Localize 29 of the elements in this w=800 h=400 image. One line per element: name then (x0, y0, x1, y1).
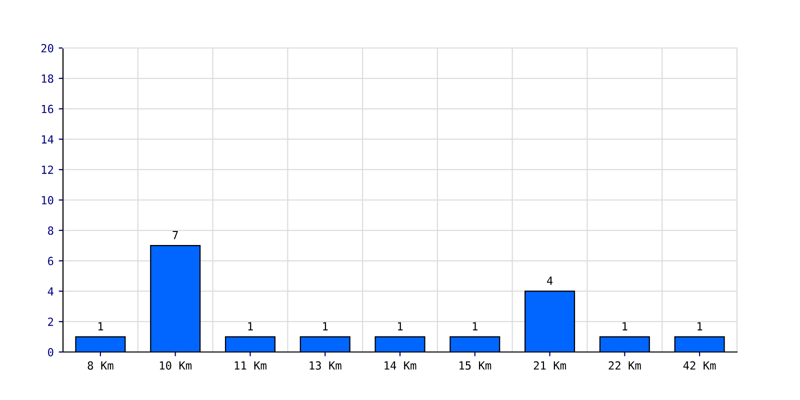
data-label: 1 (622, 322, 628, 330)
x-tick-label: 10 Km (160, 361, 192, 370)
x-tick-label: 13 Km (310, 361, 342, 370)
y-tick-label: 8 (48, 226, 54, 235)
y-tick-label: 10 (42, 196, 54, 204)
y-tick-label: 14 (42, 135, 54, 144)
x-tick-label: 15 Km (460, 361, 492, 370)
y-tick-label: 2 (48, 318, 54, 326)
y-tick-label: 12 (42, 166, 54, 174)
x-tick-label: 14 Km (384, 361, 416, 370)
x-tick-label: 42 Km (683, 361, 716, 370)
data-label: 7 (172, 231, 178, 240)
y-tick-label: 6 (48, 256, 54, 266)
y-tick-label: 20 (41, 44, 54, 52)
data-label: 1 (472, 322, 478, 330)
data-label: 1 (323, 322, 328, 330)
y-tick-label: 18 (42, 74, 54, 83)
y-tick-label: 4 (48, 287, 54, 296)
data-label: 1 (98, 322, 104, 330)
x-tick-label: 8 Km (88, 361, 114, 370)
y-tick-label: 0 (48, 348, 54, 356)
data-label: 1 (248, 322, 253, 330)
y-tick-label: 16 (42, 104, 54, 114)
x-tick-label: 22 Km (608, 361, 641, 370)
x-tick-label: 11 Km (234, 361, 266, 370)
data-label: 1 (698, 322, 702, 330)
data-label: 4 (546, 276, 553, 285)
x-tick-label: 21 Km (534, 361, 566, 370)
data-label: 1 (398, 322, 403, 330)
